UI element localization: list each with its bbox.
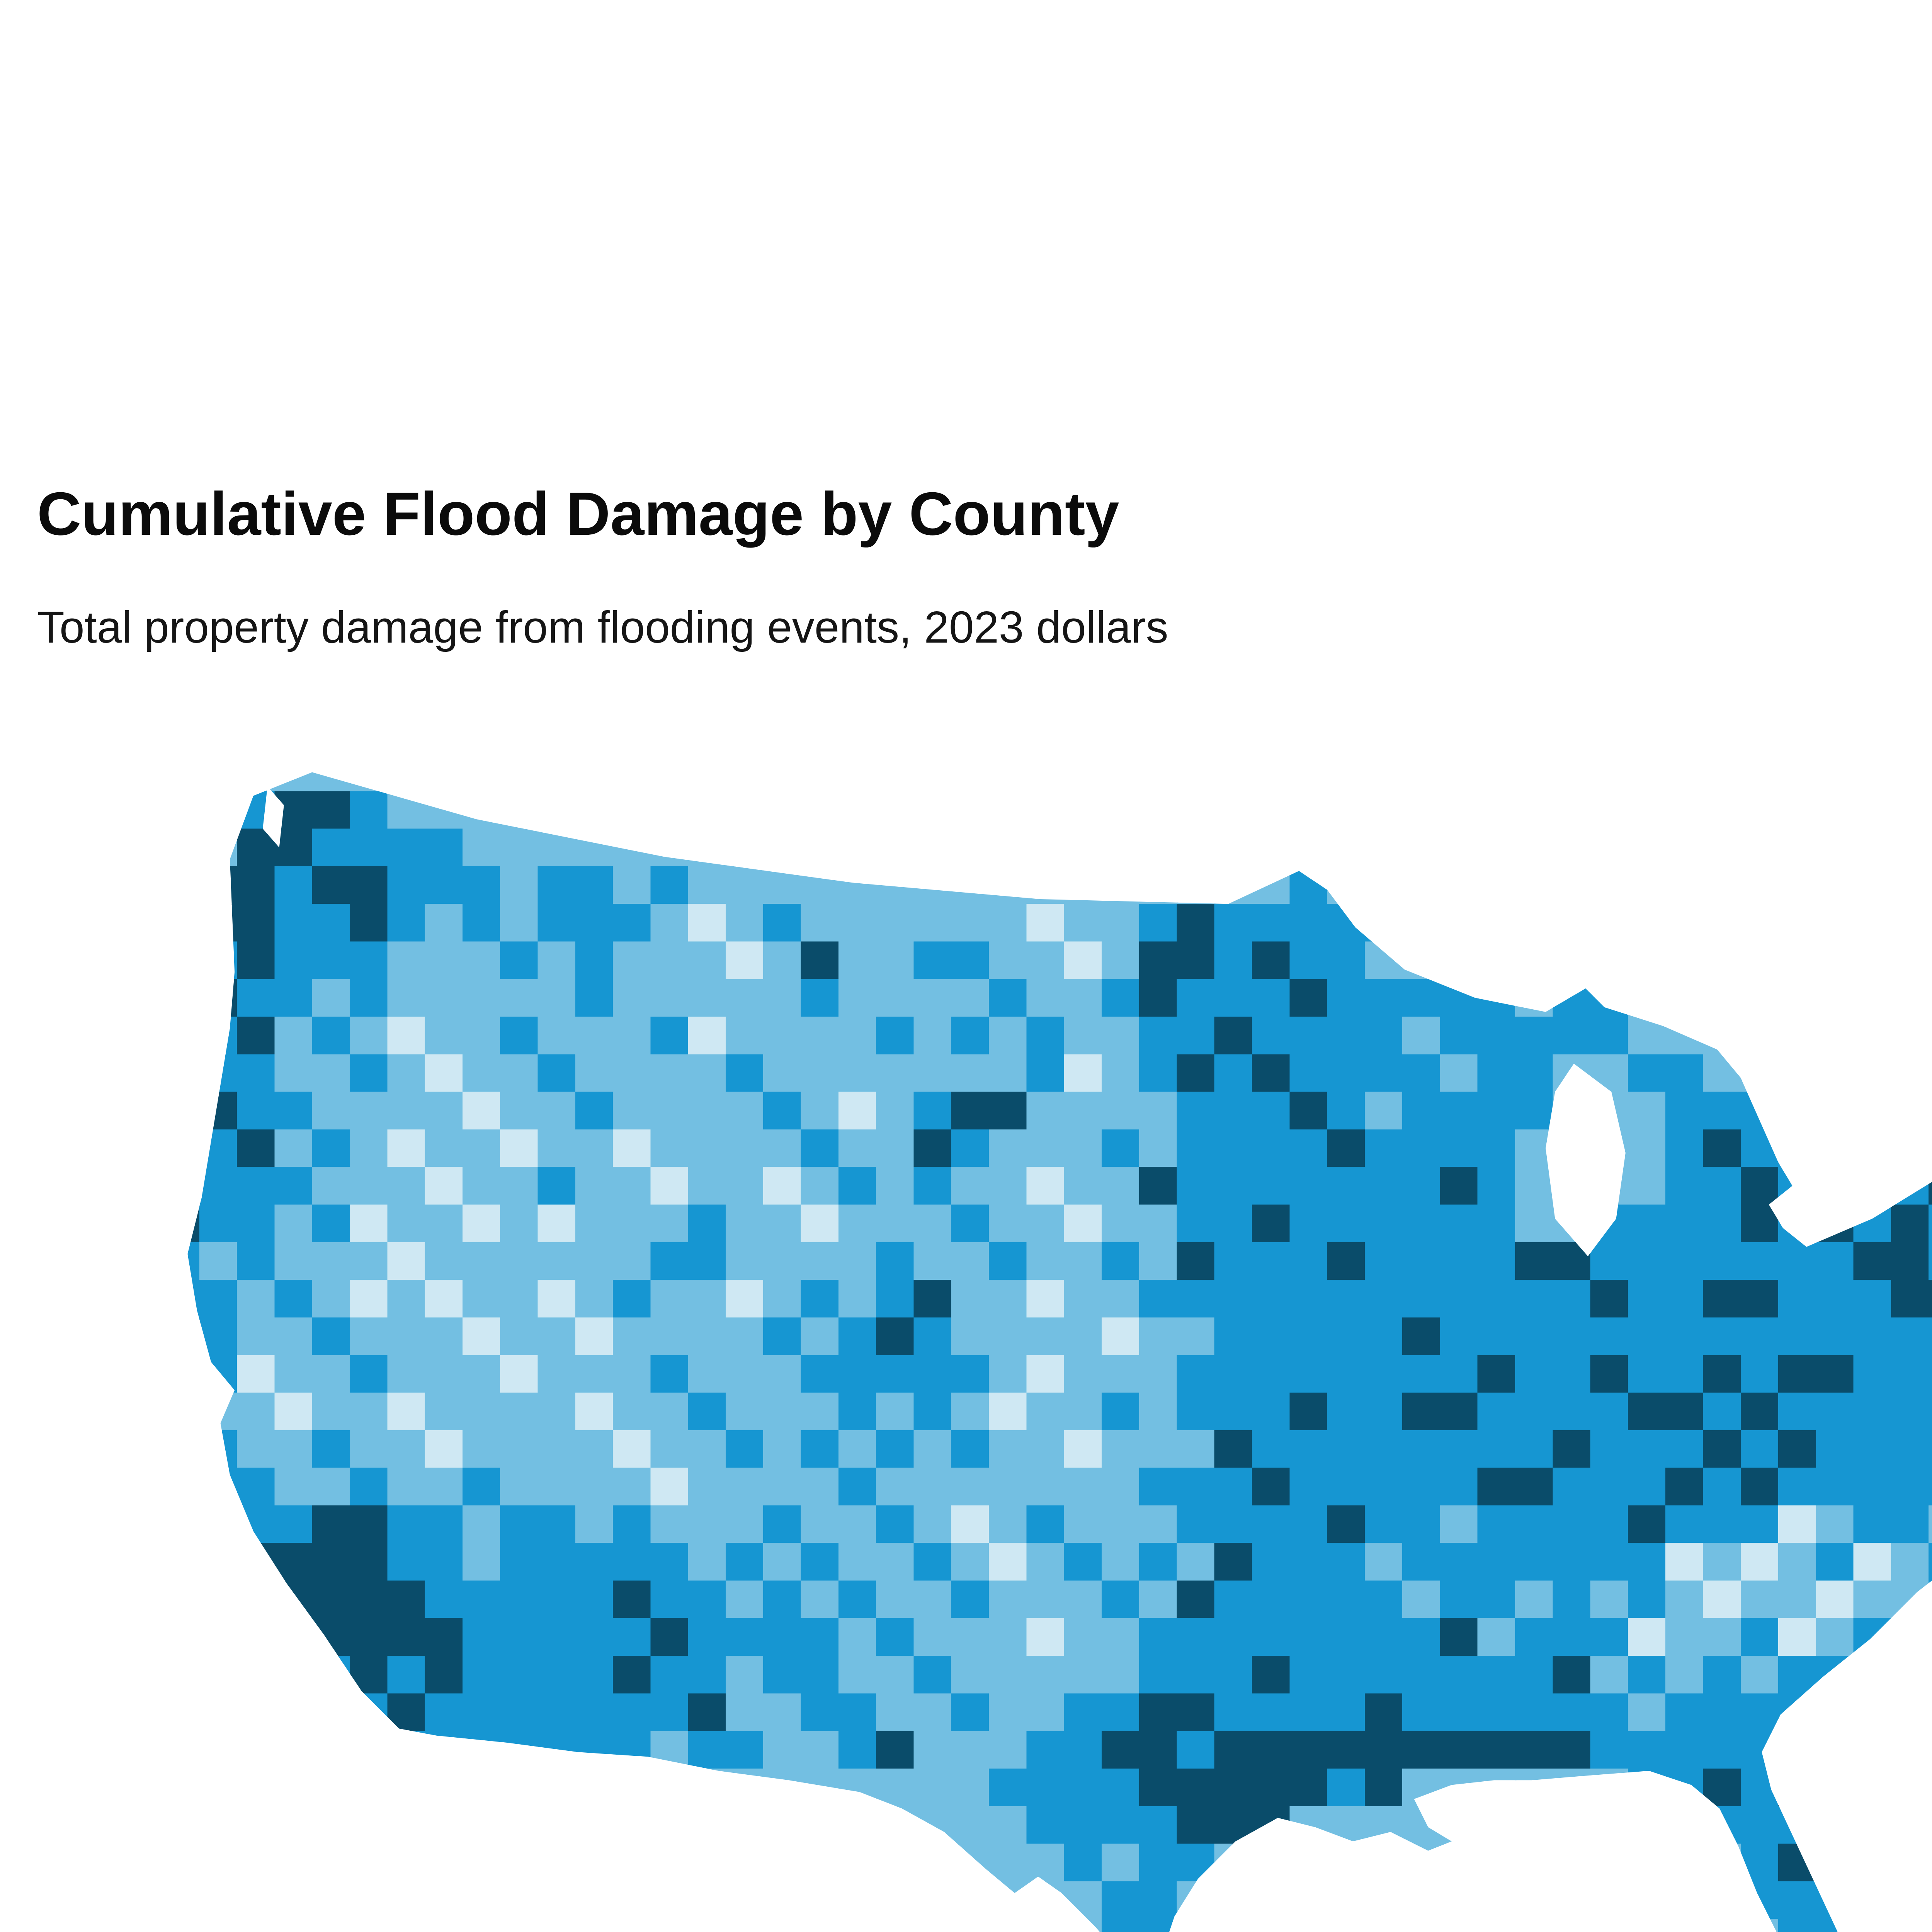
lake-shape — [263, 786, 284, 848]
county-cells — [187, 772, 1932, 1932]
us-map-svg — [187, 772, 1932, 1932]
chart-title: Cumulative Flood Damage by County — [37, 480, 1119, 548]
chart-subtitle: Total property damage from flooding even… — [37, 602, 1168, 652]
us-choropleth-map — [124, 753, 1932, 1932]
lake-shape — [1546, 1063, 1626, 1257]
